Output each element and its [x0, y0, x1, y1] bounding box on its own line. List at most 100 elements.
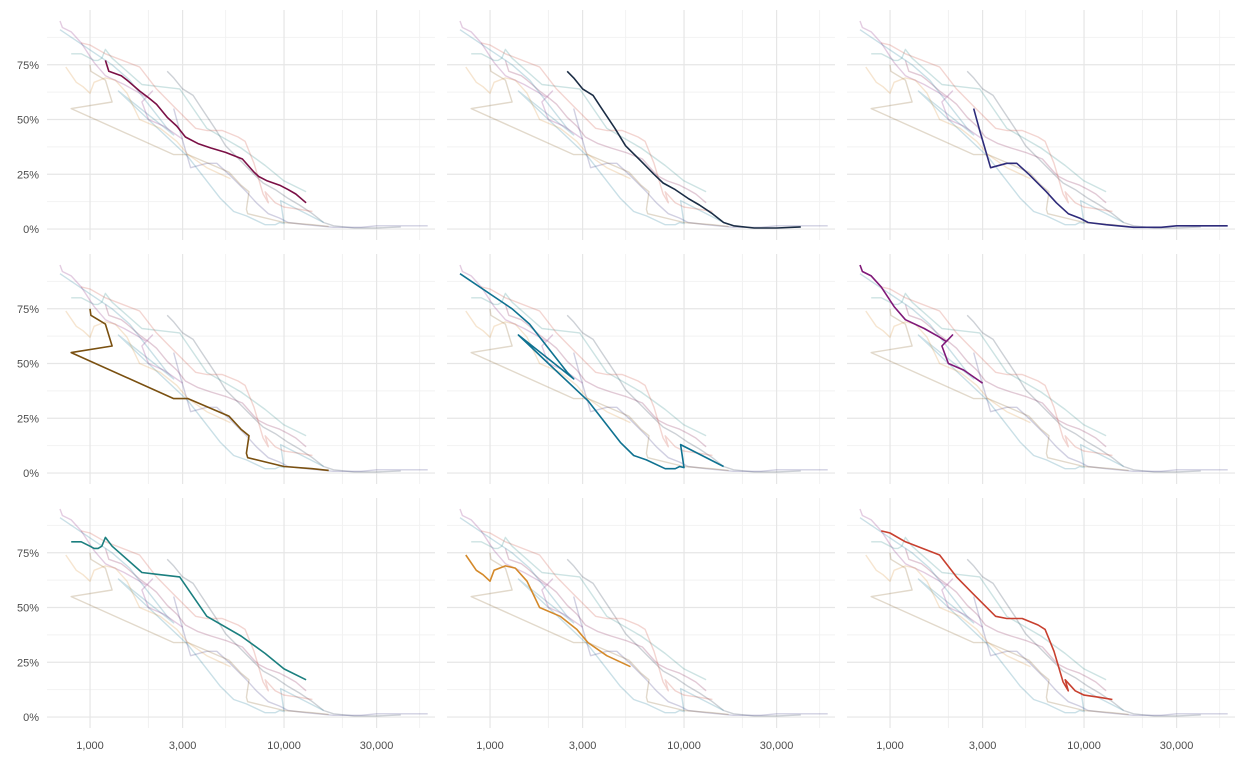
- ghost-series-line: [470, 308, 729, 472]
- panel-2: [447, 10, 835, 240]
- ghost-series-line: [504, 548, 707, 692]
- x-tick-label: 10,000: [1067, 740, 1101, 752]
- panel-grid: [47, 498, 435, 728]
- panel-7: 0% 25% 50% 75% 1,000 3,000 10,000 30,000: [17, 498, 435, 752]
- panel-6: [847, 254, 1235, 484]
- ghost-series-line: [865, 554, 1031, 668]
- ghost-series-line: [173, 108, 428, 229]
- ghost-series-line: [81, 42, 313, 213]
- highlight-series-line: [859, 264, 984, 384]
- background-series: [859, 273, 1228, 473]
- ghost-series-line: [871, 536, 1107, 681]
- x-tick-label: 3,000: [169, 740, 197, 752]
- ghost-series-line: [81, 286, 313, 457]
- x-tick-label: 3,000: [569, 740, 597, 752]
- ghost-series-line: [71, 292, 307, 437]
- panel-9: 1,000 3,000 10,000 30,000: [847, 498, 1235, 752]
- panel-1: 0% 25% 50% 75%: [17, 10, 435, 240]
- ghost-series-line: [59, 517, 324, 714]
- ghost-series-line: [859, 20, 984, 140]
- y-tick-label: 75%: [17, 60, 39, 72]
- ghost-series-line: [104, 304, 307, 448]
- ghost-series-line: [566, 314, 801, 473]
- x-tick-label: 30,000: [360, 740, 394, 752]
- ghost-series-line: [871, 48, 1107, 193]
- y-tick-label: 0%: [23, 712, 39, 724]
- ghost-series-line: [471, 536, 707, 681]
- background-series: [59, 20, 428, 229]
- x-tick-label: 30,000: [1160, 740, 1194, 752]
- ghost-series-line: [65, 66, 231, 180]
- ghost-series-line: [973, 352, 1228, 472]
- y-tick-label: 50%: [17, 115, 39, 127]
- ghost-series-line: [59, 264, 184, 384]
- ghost-series-line: [859, 517, 1124, 714]
- ghost-series-line: [459, 20, 584, 140]
- ghost-series-line: [81, 530, 313, 701]
- ghost-series-line: [904, 304, 1107, 448]
- background-series: [459, 20, 828, 229]
- panel-3: [847, 10, 1235, 240]
- panel-grid: [447, 254, 835, 484]
- background-series: [859, 20, 1201, 229]
- y-tick-label: 50%: [17, 603, 39, 615]
- x-tick-label: 1,000: [876, 740, 904, 752]
- x-tick-label: 3,000: [969, 740, 997, 752]
- highlight-series-line: [566, 70, 801, 229]
- background-series: [59, 508, 428, 717]
- ghost-series-line: [966, 314, 1201, 473]
- ghost-series-line: [966, 70, 1201, 229]
- ghost-series-line: [881, 42, 1113, 213]
- ghost-series-line: [70, 552, 329, 716]
- highlight-series-line: [881, 530, 1113, 701]
- ghost-series-line: [173, 352, 428, 472]
- ghost-series-line: [470, 64, 729, 228]
- ghost-series-line: [459, 517, 724, 714]
- ghost-series-line: [481, 42, 713, 213]
- y-tick-label: 25%: [17, 169, 39, 181]
- x-tick-label: 1,000: [476, 740, 504, 752]
- x-tick-label: 10,000: [267, 740, 301, 752]
- ghost-series-line: [166, 314, 401, 473]
- panel-grid: [47, 254, 435, 484]
- ghost-series-line: [859, 508, 984, 628]
- ghost-series-line: [459, 29, 724, 226]
- ghost-series-line: [166, 70, 401, 229]
- ghost-series-line: [973, 596, 1228, 716]
- ghost-series-line: [470, 552, 729, 716]
- ghost-series-line: [504, 304, 707, 448]
- ghost-series-line: [173, 596, 428, 716]
- ghost-series-line: [65, 310, 231, 424]
- highlight-series-line: [972, 108, 1228, 229]
- panel-grid: [847, 498, 1235, 728]
- ghost-series-line: [904, 548, 1107, 692]
- highlight-series-line: [459, 273, 724, 470]
- x-tick-label: 30,000: [760, 740, 794, 752]
- y-tick-label: 75%: [17, 304, 39, 316]
- y-tick-label: 0%: [23, 468, 39, 480]
- ghost-series-line: [59, 20, 184, 140]
- y-tick-label: 25%: [17, 657, 39, 669]
- ghost-series-line: [870, 64, 1129, 228]
- background-series: [459, 508, 828, 717]
- y-tick-label: 25%: [17, 413, 39, 425]
- background-series: [59, 264, 428, 473]
- ghost-series-line: [573, 352, 828, 472]
- ghost-series-line: [504, 60, 707, 204]
- background-series: [459, 264, 828, 473]
- panel-grid: [447, 498, 835, 728]
- ghost-series-line: [966, 558, 1201, 717]
- ghost-series-line: [865, 310, 1031, 424]
- ghost-series-line: [459, 508, 584, 628]
- x-tick-label: 10,000: [667, 740, 701, 752]
- y-tick-label: 50%: [17, 359, 39, 371]
- ghost-series-line: [59, 29, 324, 226]
- ghost-series-line: [65, 554, 231, 668]
- ghost-series-line: [465, 310, 631, 424]
- ghost-series-line: [566, 558, 801, 717]
- ghost-series-line: [859, 273, 1124, 470]
- ghost-series-line: [59, 273, 324, 470]
- panel-5: [447, 254, 835, 484]
- ghost-series-line: [465, 66, 631, 180]
